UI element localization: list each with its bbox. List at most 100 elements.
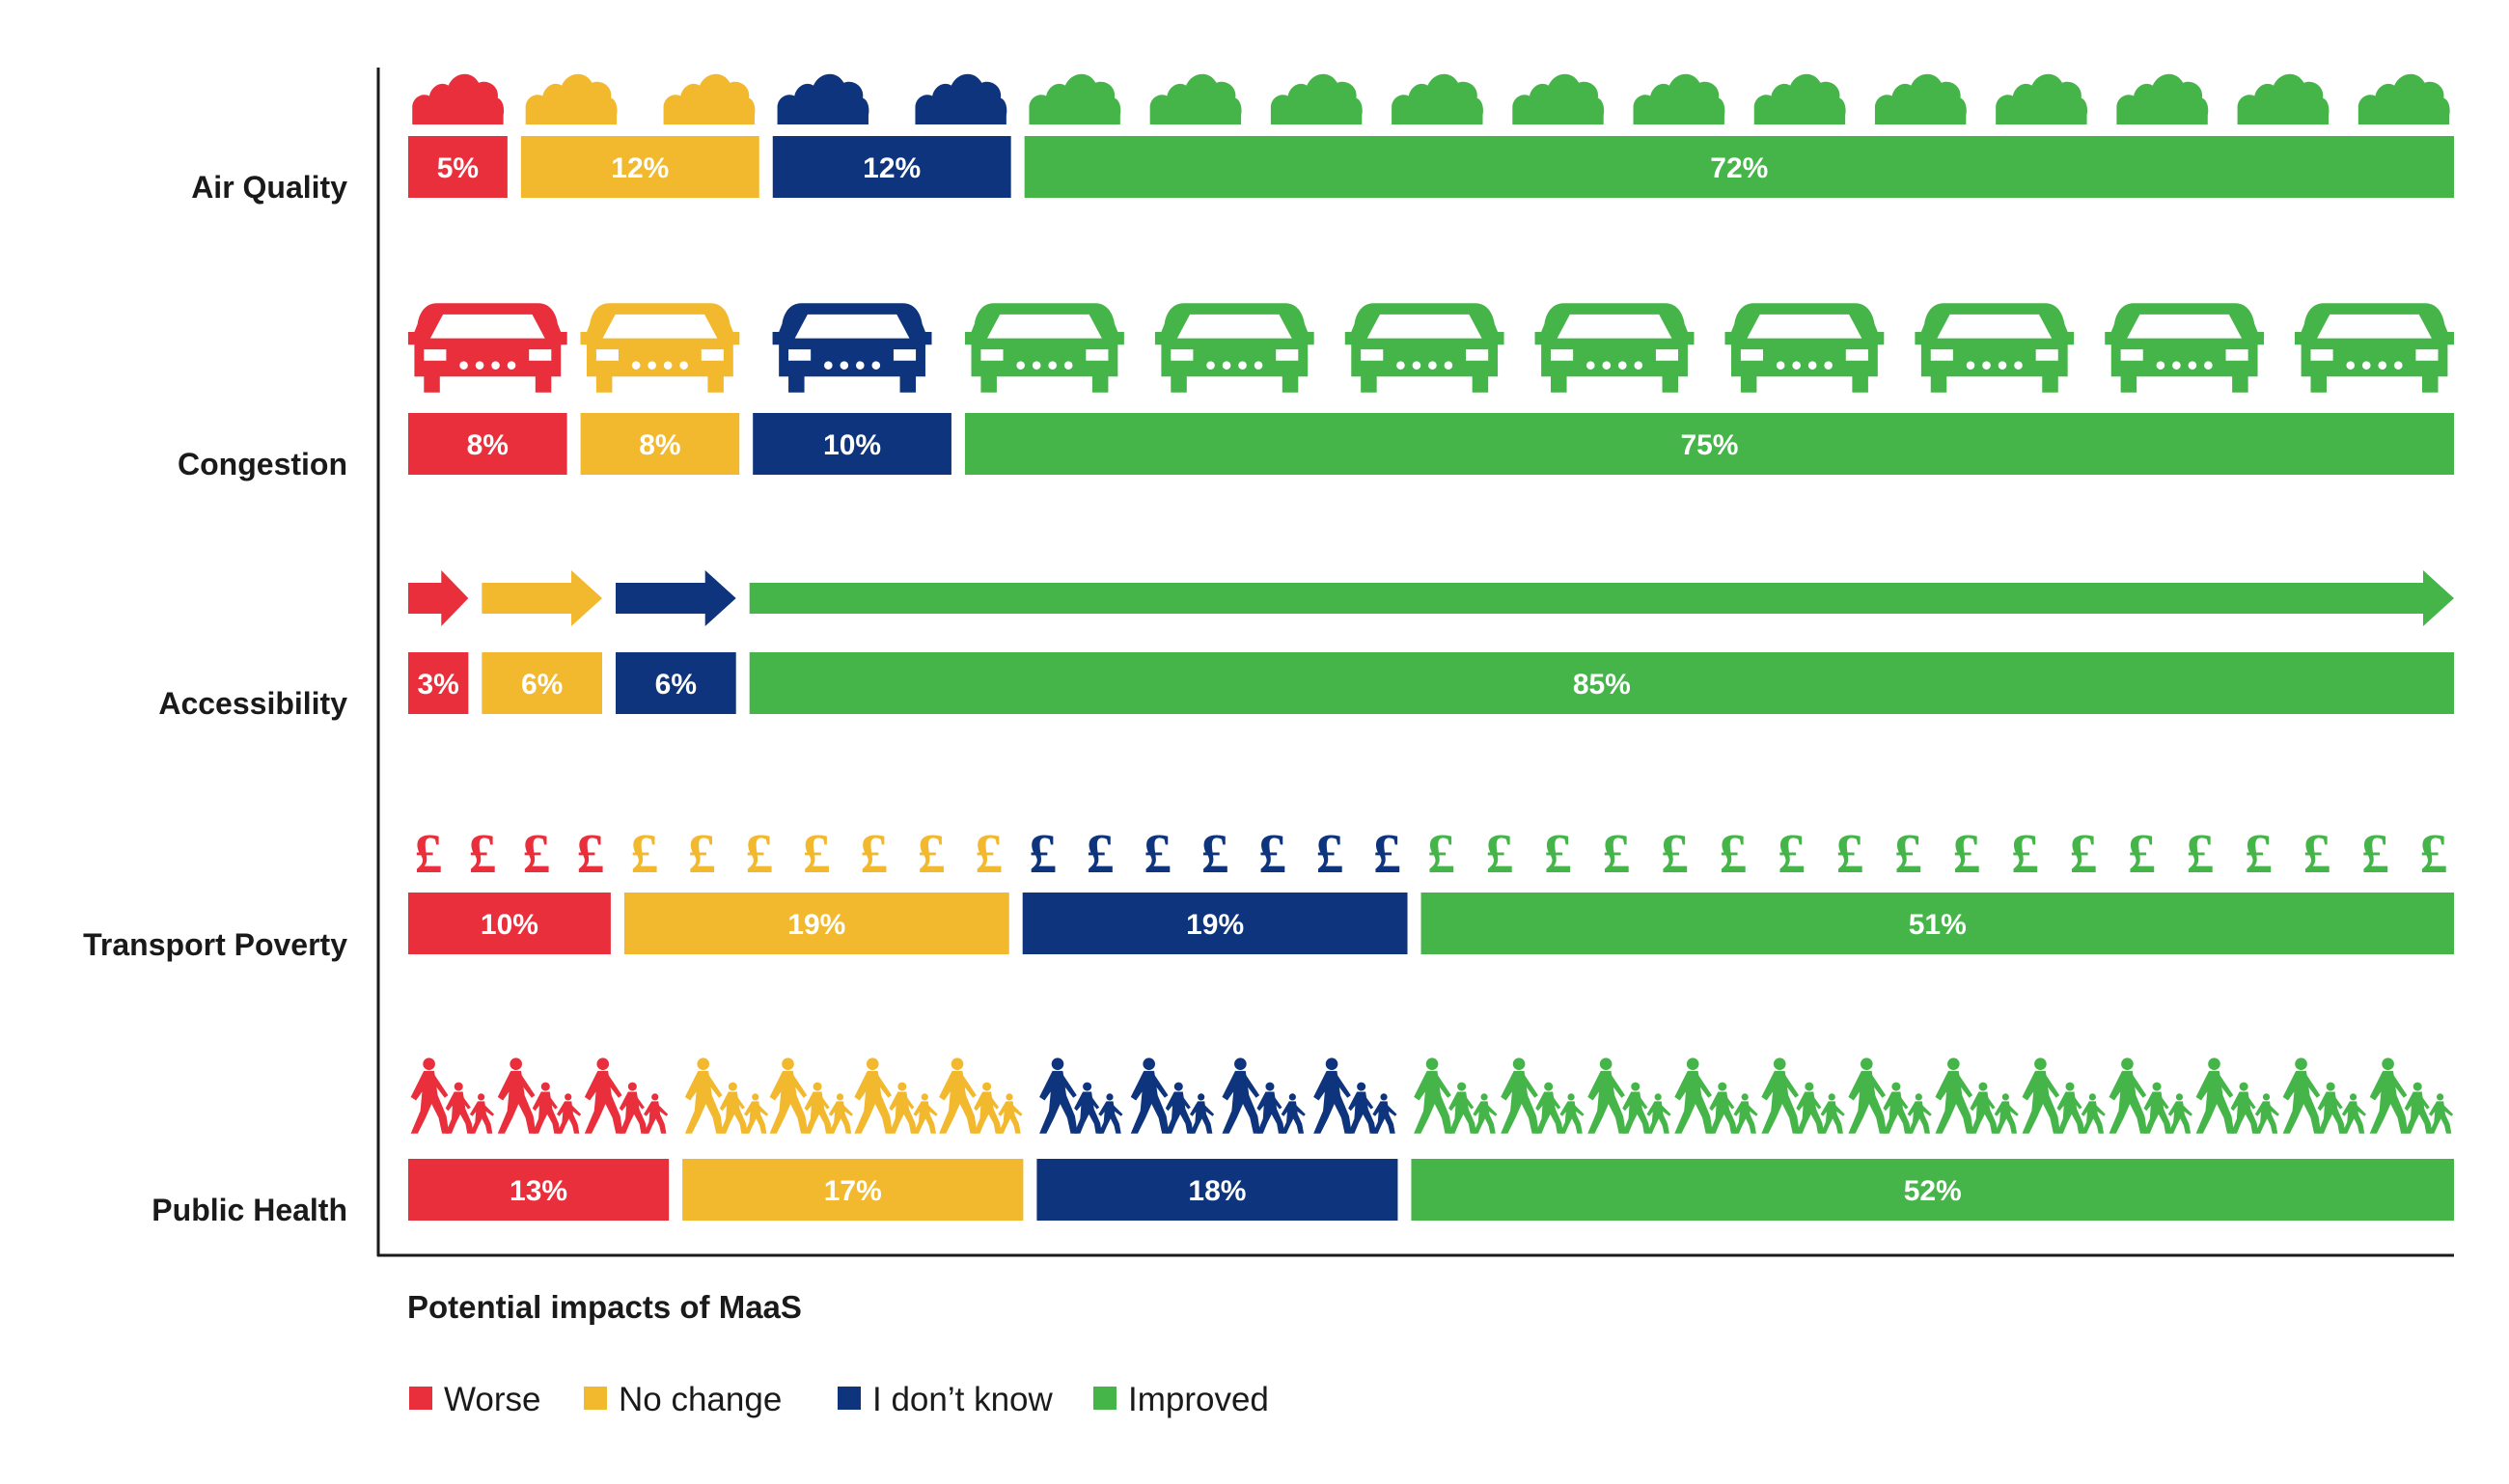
walking-family-icon-4-1-0 [684,1058,769,1134]
pound-icon-3-2-4: £ [1258,822,1286,885]
walking-family-icon-4-3-2 [1587,1058,1671,1134]
pound-icon-3-3-6: £ [1778,822,1806,885]
bar-value-label-2-0: 3% [417,669,458,701]
bar-value-label-0-1: 12% [611,152,669,184]
walking-family-icon-4-3-8 [2109,1058,2192,1134]
walking-family-icon-4-0-1 [497,1058,582,1134]
legend-label-0: Worse [444,1381,541,1418]
cloud-icon-0-3-5 [1633,73,1725,124]
bar-2-0 [408,652,469,714]
bar-value-label-2-1: 6% [521,669,563,701]
bar-0-0 [408,136,508,198]
car-icon-1-3-7 [2295,303,2454,393]
legend-swatch-3 [1093,1387,1117,1410]
car-icon-1-3-3 [1534,303,1695,393]
car-icon-1-3-0 [964,303,1124,393]
bar-3-1 [623,893,1009,954]
walking-family-icon-4-3-7 [2022,1058,2106,1134]
bar-4-2 [1036,1159,1398,1221]
walking-family-icon-4-0-0 [410,1058,495,1134]
bar-value-label-4-2: 18% [1188,1175,1246,1207]
row-label-1: Congestion [178,447,347,481]
bar-1-1 [580,413,740,475]
bar-2-3 [749,652,2455,714]
bar-value-label-3-1: 19% [787,909,845,941]
arrow-icon-2-3 [749,570,2455,626]
walking-family-icon-4-1-1 [769,1058,853,1134]
cloud-icon-0-3-8 [1996,73,2088,124]
row-label-3: Transport Poverty [83,927,347,962]
pound-icon-3-3-15: £ [2303,822,2331,885]
bar-value-label-3-0: 10% [481,909,538,941]
car-icon-1-3-4 [1724,303,1885,393]
walking-family-icon-4-3-5 [1848,1058,1932,1134]
pound-icon-3-3-2: £ [1544,822,1572,885]
walking-family-icon-4-3-1 [1501,1058,1585,1134]
chart-title: Potential impacts of MaaS [407,1289,802,1325]
bar-value-label-4-3: 52% [1904,1175,1962,1207]
cloud-icon-0-3-9 [2116,73,2209,124]
bar-value-label-4-0: 13% [510,1175,567,1207]
cloud-icon-0-1-1 [663,73,756,124]
cloud-icon-0-3-7 [1874,73,1967,124]
bar-value-label-3-3: 51% [1909,909,1967,941]
pound-icon-3-3-14: £ [2245,822,2273,885]
bar-2-1 [482,652,603,714]
pound-icon-3-3-4: £ [1661,822,1689,885]
cloud-icon-0-3-3 [1392,73,1483,124]
pound-icon-3-3-1: £ [1486,822,1514,885]
car-icon-1-0-0 [407,303,567,393]
cloud-icon-0-3-4 [1512,73,1605,124]
walking-family-icon-4-2-3 [1313,1058,1397,1134]
pound-icon-3-3-0: £ [1427,822,1455,885]
car-icon-1-3-1 [1154,303,1314,393]
car-icon-1-2-0 [772,303,932,393]
pound-icon-3-3-9: £ [1953,822,1981,885]
pound-icon-3-1-4: £ [860,822,888,885]
bar-0-1 [520,136,759,198]
cloud-icon-0-3-6 [1753,73,1846,124]
cloud-icon-0-3-2 [1270,73,1363,124]
walking-family-icon-4-1-2 [854,1058,938,1134]
pound-icon-3-3-16: £ [2361,822,2389,885]
bar-value-label-0-0: 5% [437,152,479,184]
pound-icon-3-1-1: £ [688,822,716,885]
bar-value-label-1-0: 8% [467,429,509,461]
walking-family-icon-4-0-2 [584,1058,669,1134]
walking-family-icon-4-2-0 [1039,1058,1123,1134]
bar-value-label-2-2: 6% [655,669,697,701]
pound-icon-3-0-3: £ [576,822,604,885]
pound-icon-3-2-2: £ [1144,822,1172,885]
bar-value-label-1-3: 75% [1680,429,1738,461]
pound-icon-3-2-0: £ [1029,822,1057,885]
pound-icon-3-3-7: £ [1836,822,1864,885]
cloud-icon-0-3-1 [1149,73,1242,124]
cloud-icon-0-1-0 [525,73,618,124]
pound-icon-3-2-1: £ [1087,822,1115,885]
walking-family-icon-4-2-2 [1222,1058,1306,1134]
cloud-icon-0-3-0 [1029,73,1121,124]
arrow-icon-2-0 [408,570,469,626]
bar-3-2 [1022,893,1408,954]
walking-family-icon-4-1-3 [939,1058,1023,1134]
walking-family-icon-4-2-1 [1130,1058,1215,1134]
legend-swatch-1 [584,1387,607,1410]
bar-4-1 [682,1159,1024,1221]
walking-family-icon-4-3-9 [2195,1058,2279,1134]
bar-1-3 [964,413,2454,475]
walking-family-icon-4-3-3 [1674,1058,1758,1134]
bar-4-0 [408,1159,670,1221]
pound-icon-3-1-5: £ [918,822,946,885]
bar-1-0 [408,413,567,475]
pound-icon-3-0-2: £ [522,822,550,885]
walking-family-icon-4-3-4 [1761,1058,1845,1134]
pound-icon-3-3-13: £ [2187,822,2215,885]
car-icon-1-3-5 [1915,303,2075,393]
car-icon-1-1-0 [580,303,740,393]
bar-value-label-2-3: 85% [1573,669,1631,701]
legend-label-1: No change [619,1381,782,1418]
pound-icon-3-1-0: £ [630,822,658,885]
pound-icon-3-0-1: £ [468,822,496,885]
legend-label-2: I don’t know [872,1381,1053,1418]
